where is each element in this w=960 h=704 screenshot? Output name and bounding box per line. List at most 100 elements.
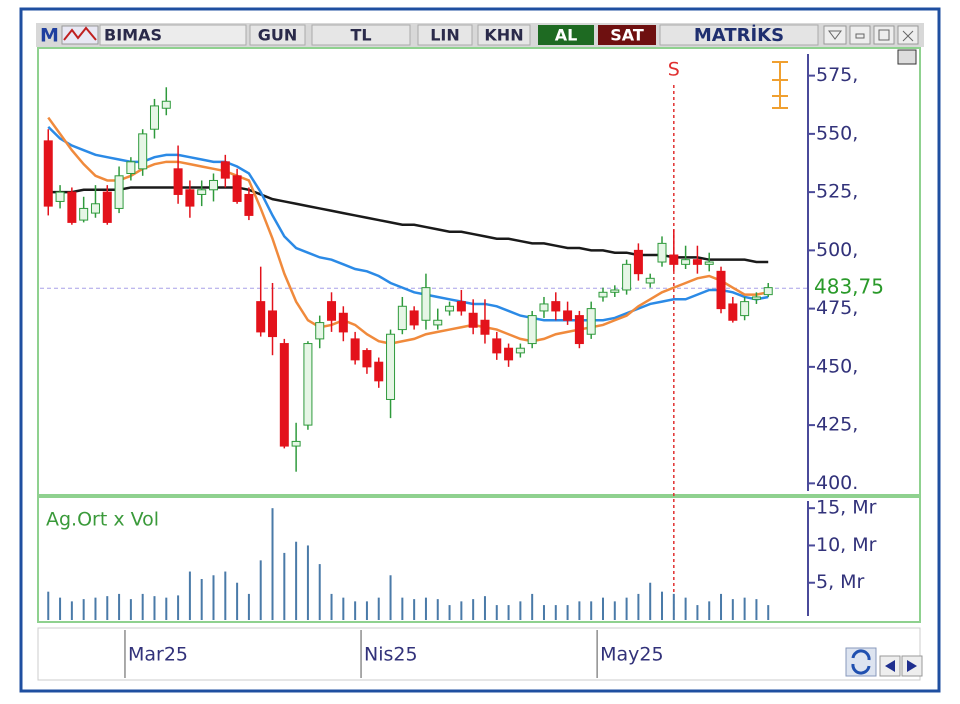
buy-label: AL — [555, 26, 578, 45]
volume-bar — [542, 605, 545, 620]
volume-bar — [625, 597, 628, 620]
candle-body — [291, 440, 301, 447]
maximize-button[interactable] — [873, 25, 895, 45]
volume-bar — [413, 599, 416, 620]
volume-bar — [377, 597, 380, 620]
candle-body — [209, 179, 219, 191]
volume-bar — [188, 571, 191, 620]
volume-bar — [342, 597, 345, 620]
left-glyph — [885, 660, 895, 672]
candle-body — [610, 289, 620, 293]
toolbar-button-label: TL — [350, 26, 371, 45]
sell-button[interactable] — [598, 25, 656, 45]
price-panel — [37, 47, 921, 496]
toolbar-button[interactable] — [477, 24, 531, 46]
y-tick-label: 500, — [816, 239, 858, 261]
volume-bar — [330, 593, 333, 620]
candle-body — [633, 249, 643, 275]
volume-bar — [649, 582, 652, 620]
volume-bar — [153, 596, 156, 620]
candle-body — [751, 296, 761, 300]
candle-body — [492, 338, 502, 354]
candle-body — [574, 315, 584, 345]
candle-body — [421, 287, 431, 321]
close-button[interactable] — [897, 25, 919, 45]
toolbar-button-label: LIN — [430, 26, 460, 45]
volume-bar — [212, 575, 215, 620]
brand-box — [659, 24, 819, 46]
volume-bar — [401, 597, 404, 620]
volume-title: Ag.Ort x Vol — [46, 509, 159, 531]
candle-body — [692, 259, 702, 265]
buy-button[interactable] — [538, 25, 594, 45]
minimize-glyph — [855, 33, 865, 39]
candle-body — [102, 191, 112, 223]
refresh-glyph — [851, 649, 871, 675]
candle-body — [161, 100, 171, 109]
volume-bar — [247, 593, 250, 620]
panel-button[interactable] — [897, 49, 917, 65]
volume-bar — [236, 582, 239, 620]
volume-bar — [389, 575, 392, 620]
candle-body — [327, 301, 337, 321]
volume-bar — [507, 605, 510, 620]
candle-body — [350, 338, 360, 361]
volume-bar — [448, 605, 451, 620]
candle-body — [704, 261, 714, 265]
symbol: BIMAS — [104, 26, 162, 45]
candle-body — [504, 347, 514, 361]
candle-body — [480, 319, 490, 335]
volume-bar — [483, 596, 486, 620]
volume-bar — [601, 597, 604, 620]
candle-body — [55, 191, 65, 202]
last-price-label: 483,75 — [814, 275, 884, 299]
candle-body — [126, 161, 136, 174]
candle-body — [527, 315, 537, 345]
sell-label: SAT — [610, 26, 644, 45]
volume-bar — [613, 601, 616, 620]
toolbar-button[interactable] — [417, 24, 473, 46]
volume-bar — [578, 601, 581, 620]
volume-bar — [590, 601, 593, 620]
volume-bar — [59, 597, 62, 620]
right-glyph — [907, 660, 917, 672]
volume-bar — [696, 605, 699, 620]
volume-bar — [259, 560, 262, 620]
volume-bar — [118, 593, 121, 620]
candle-body — [149, 105, 159, 130]
volume-bar — [436, 599, 439, 620]
candle-body — [338, 312, 348, 333]
candle-body — [279, 343, 289, 447]
symbol-box[interactable] — [99, 24, 247, 46]
candle-body — [67, 191, 77, 223]
volume-bar — [637, 593, 640, 620]
volume-bar — [354, 601, 357, 620]
minimize-button[interactable] — [849, 25, 871, 45]
toolbar-button[interactable] — [311, 24, 411, 46]
candle-body — [763, 287, 773, 296]
volume-bar — [200, 579, 203, 620]
candle-body — [138, 133, 148, 170]
candle-body — [716, 270, 726, 310]
signal-label: S — [668, 59, 680, 81]
volume-bar — [318, 564, 321, 620]
candle-body — [669, 254, 679, 265]
candle-body — [409, 310, 419, 326]
volume-bar — [708, 601, 711, 620]
volume-bar — [306, 545, 309, 620]
refresh-button[interactable] — [845, 647, 877, 677]
toolbar-button[interactable] — [249, 24, 306, 46]
toolbar-button-label: KHN — [484, 26, 523, 45]
volume-bar — [554, 605, 557, 620]
moving-average — [48, 186, 769, 264]
candle-body — [173, 168, 183, 195]
volume-bar — [731, 599, 734, 620]
volume-bar — [165, 597, 168, 620]
candle-body — [114, 175, 124, 209]
candle-body — [185, 189, 195, 207]
y-tick-label: 450, — [816, 355, 858, 377]
volume-bar — [460, 601, 463, 620]
menu-button[interactable] — [823, 25, 847, 45]
candle-body — [539, 303, 549, 312]
close-glyph — [902, 30, 914, 42]
